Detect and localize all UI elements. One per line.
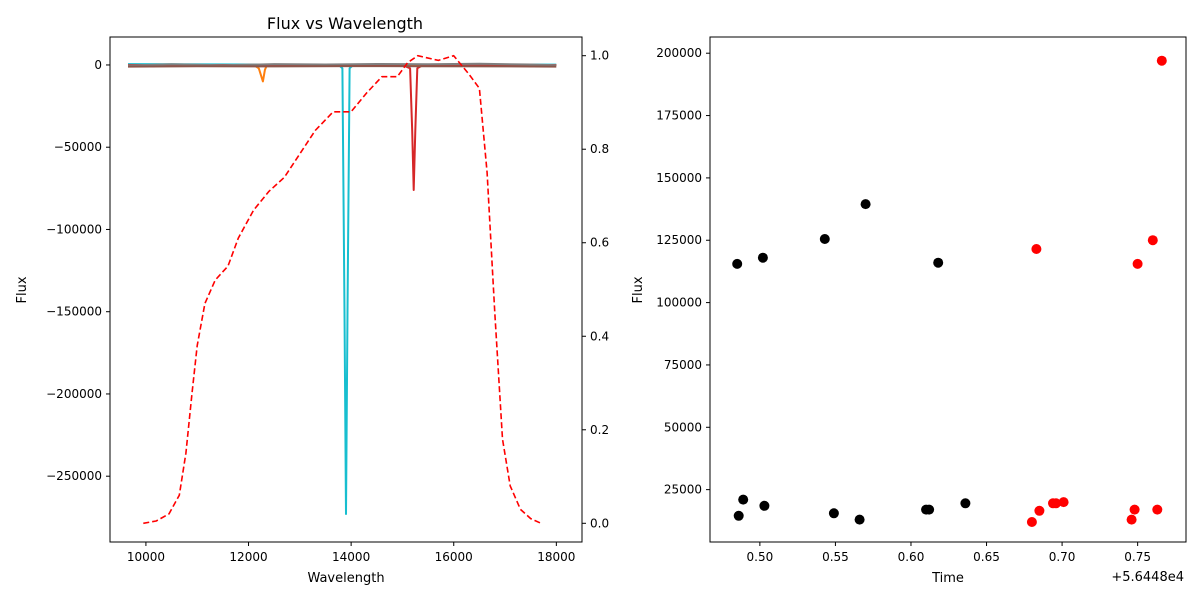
left-series-line-4 bbox=[127, 65, 557, 68]
right-y-tick-label: 25000 bbox=[664, 483, 702, 497]
right-scatter-point bbox=[924, 504, 935, 515]
right-scatter-point bbox=[860, 199, 871, 210]
right-y-tick-label: 175000 bbox=[656, 109, 702, 123]
left-x-tick-label: 10000 bbox=[127, 550, 165, 564]
right-x-axis-label: Time bbox=[931, 571, 964, 586]
right-scatter-point bbox=[854, 514, 865, 525]
right-x-offset-label: +5.6448e4 bbox=[1111, 570, 1184, 585]
right-scatter-point bbox=[1126, 514, 1137, 525]
right-scatter-point bbox=[1058, 497, 1069, 508]
left-y-tick-label: −50000 bbox=[54, 140, 102, 154]
right-x-tick-label: 0.70 bbox=[1049, 550, 1076, 564]
right-x-tick-label: 0.65 bbox=[973, 550, 1000, 564]
right-chart: 0.50 0.55 0.60 0.65 0.70 0.75 25000 50000 75000 1… bbox=[631, 36, 1187, 586]
left-x-tick-label: 16000 bbox=[435, 550, 473, 564]
left-chart: Flux vs Wavelength 10000 12000 14000 16000 1… bbox=[15, 14, 609, 586]
left-plot-area: 10000 12000 14000 16000 18000 0 −50000 −100000 −… bbox=[46, 49, 609, 564]
left-series-line-5 bbox=[143, 54, 542, 525]
right-y-tick-label: 150000 bbox=[656, 171, 702, 185]
right-x-tick-label: 0.55 bbox=[822, 550, 849, 564]
right-y-tick-label: 200000 bbox=[656, 46, 702, 60]
right-y-tick-label: 75000 bbox=[664, 358, 702, 372]
right-scatter-point bbox=[1129, 504, 1140, 515]
left-y-tick-label: −200000 bbox=[46, 387, 102, 401]
left-series-line-3 bbox=[127, 62, 557, 67]
left-secondary-y-tick-label: 0.6 bbox=[590, 236, 609, 250]
right-scatter-point bbox=[819, 234, 830, 244]
right-y-tick-label: 125000 bbox=[656, 233, 702, 247]
right-scatter-point bbox=[733, 510, 744, 521]
right-x-tick-label: 0.50 bbox=[747, 550, 774, 564]
right-x-tick-label: 0.60 bbox=[898, 550, 925, 564]
right-y-axis-label: Flux bbox=[631, 276, 646, 303]
right-scatter-point bbox=[1034, 505, 1045, 516]
right-scatter-point bbox=[1132, 258, 1143, 269]
left-x-tick-label: 18000 bbox=[537, 550, 575, 564]
right-y-tick-label: 50000 bbox=[664, 420, 702, 434]
right-scatter-point bbox=[1152, 504, 1163, 515]
left-y-axis-label: Flux bbox=[15, 276, 30, 303]
right-scatter-point bbox=[960, 498, 971, 509]
right-scatter-point bbox=[759, 500, 770, 511]
left-x-tick-label: 14000 bbox=[332, 550, 370, 564]
right-scatter-point bbox=[757, 252, 768, 263]
left-secondary-y-tick-label: 1.0 bbox=[590, 49, 609, 63]
right-plot-area: 0.50 0.55 0.60 0.65 0.70 0.75 25000 50000 75000 1… bbox=[656, 46, 1167, 564]
right-scatter-point bbox=[933, 257, 944, 268]
left-y-tick-label: 0 bbox=[94, 58, 102, 72]
right-y-tick-label: 100000 bbox=[656, 296, 702, 310]
right-plot-frame bbox=[709, 36, 1187, 543]
left-secondary-y-tick-label: 0.4 bbox=[590, 329, 609, 343]
right-scatter-point bbox=[1026, 517, 1037, 527]
right-scatter-point bbox=[828, 508, 839, 519]
left-plot-frame bbox=[109, 36, 583, 543]
left-secondary-y-tick-label: 0.2 bbox=[590, 423, 609, 437]
left-secondary-y-tick-label: 0.0 bbox=[590, 516, 609, 530]
left-secondary-y-tick-label: 0.8 bbox=[590, 142, 609, 156]
right-scatter-point bbox=[1147, 235, 1158, 246]
right-scatter-point bbox=[1031, 244, 1042, 254]
left-y-tick-label: −100000 bbox=[46, 222, 102, 236]
right-scatter-point bbox=[1156, 55, 1167, 66]
right-scatter-point bbox=[732, 258, 743, 269]
right-scatter-point bbox=[1051, 498, 1061, 509]
left-chart-title: Flux vs Wavelength bbox=[267, 14, 423, 33]
left-x-tick-label: 12000 bbox=[229, 550, 267, 564]
right-scatter-point bbox=[738, 494, 749, 505]
left-x-axis-label: Wavelength bbox=[307, 571, 384, 586]
right-x-tick-label: 0.75 bbox=[1124, 550, 1151, 564]
left-y-tick-label: −150000 bbox=[46, 305, 102, 319]
left-y-tick-label: −250000 bbox=[46, 469, 102, 483]
